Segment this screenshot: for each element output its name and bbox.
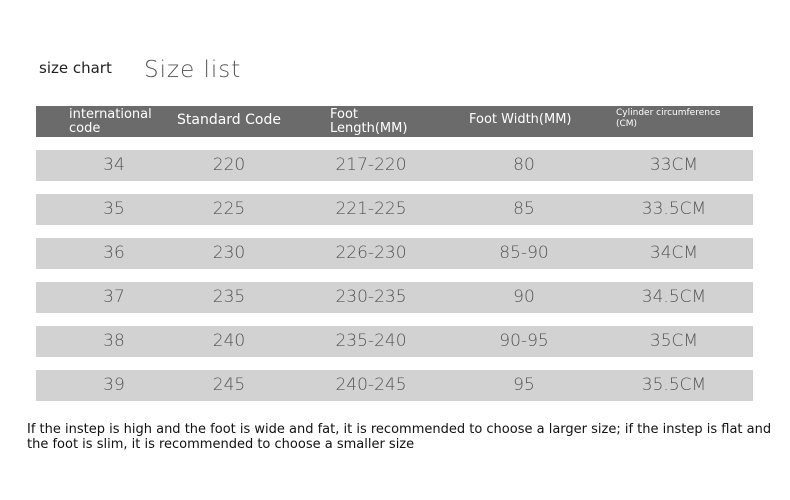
table-header: international code Standard Code Foot Le… (36, 106, 753, 137)
table-cell: 235 (212, 287, 246, 307)
table-cell: 85-90 (499, 243, 549, 263)
table-row: 37 235 230-235 90 34.5CM (36, 282, 753, 313)
table-cell: 85 (513, 199, 535, 219)
table-cell: 35 (103, 199, 125, 219)
table-cell: 33CM (649, 155, 699, 175)
table-cell: 39 (103, 375, 125, 395)
table-cell: 34.5CM (641, 287, 707, 307)
header-standard-code: Standard Code (177, 112, 281, 128)
table-cell: 220 (212, 155, 246, 175)
table-row: 39 245 240-245 95 35.5CM (36, 370, 753, 401)
table-row: 36 230 226-230 85-90 34CM (36, 238, 753, 269)
table-cell: 34 (103, 155, 125, 175)
table-cell: 90 (513, 287, 535, 307)
header-foot-width: Foot Width(MM) (469, 112, 572, 127)
table-cell: 38 (103, 331, 125, 351)
table-cell: 35.5CM (641, 375, 707, 395)
table-cell: 230-235 (335, 287, 407, 307)
table-row: 34 220 217-220 80 33CM (36, 150, 753, 181)
table-cell: 245 (212, 375, 246, 395)
header-international-code: international code (69, 107, 152, 136)
table-row: 38 240 235-240 90-95 35CM (36, 326, 753, 357)
table-cell: 90-95 (499, 331, 549, 351)
table-cell: 225 (212, 199, 246, 219)
table-cell: 240 (212, 331, 246, 351)
table-cell: 226-230 (335, 243, 407, 263)
table-cell: 33.5CM (641, 199, 707, 219)
table-cell: 37 (103, 287, 125, 307)
table-cell: 95 (513, 375, 535, 395)
size-chart-label: size chart (39, 59, 112, 77)
header-cylinder-circumference: Cylinder circumference (CM) (616, 108, 721, 129)
table-cell: 35CM (649, 331, 699, 351)
table-cell: 217-220 (335, 155, 407, 175)
table-cell: 34CM (649, 243, 699, 263)
table-cell: 221-225 (335, 199, 407, 219)
sizing-note: If the instep is high and the foot is wi… (27, 422, 772, 452)
table-cell: 235-240 (335, 331, 407, 351)
table-row: 35 225 221-225 85 33.5CM (36, 194, 753, 225)
table-cell: 240-245 (335, 375, 407, 395)
table-cell: 36 (103, 243, 125, 263)
header-foot-length: Foot Length(MM) (330, 107, 408, 136)
table-cell: 80 (513, 155, 535, 175)
size-list-title: Size list (144, 57, 242, 83)
table-cell: 230 (212, 243, 246, 263)
